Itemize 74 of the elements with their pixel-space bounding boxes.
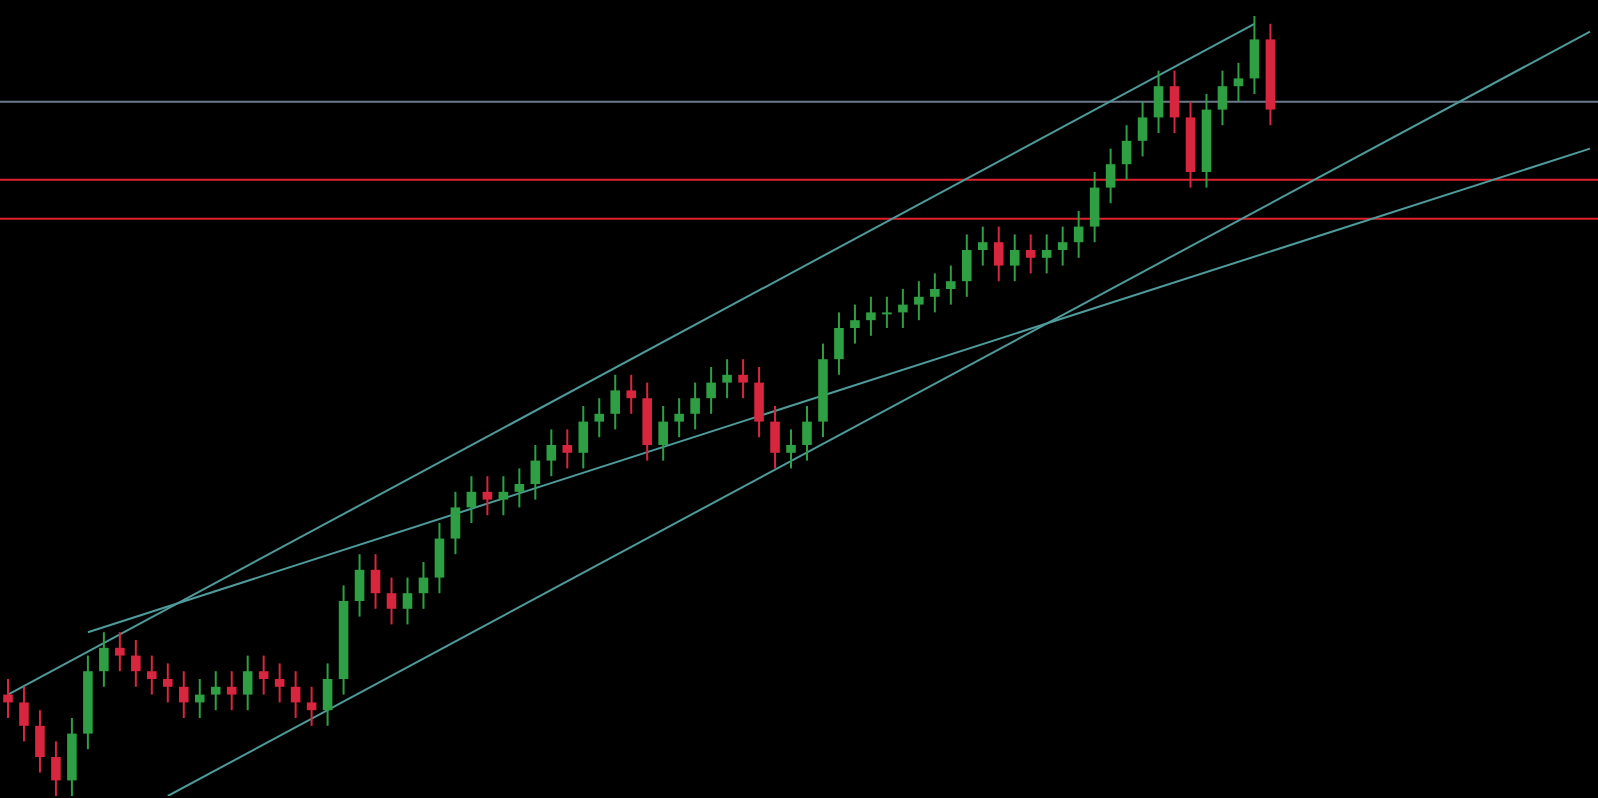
candlestick [1169, 69, 1180, 134]
candlestick [770, 405, 780, 470]
candlestick [386, 576, 397, 626]
candlestick [1217, 69, 1228, 127]
candlestick [850, 303, 860, 345]
candlestick [418, 561, 429, 610]
candlestick [1105, 147, 1116, 205]
candlestick [1057, 225, 1068, 267]
candlestick [674, 397, 684, 439]
candlestick [147, 654, 157, 696]
candlestick [754, 366, 764, 439]
candlestick [498, 475, 509, 517]
candlestick [578, 405, 589, 470]
candlestick [210, 670, 221, 712]
candlestick [1089, 171, 1100, 244]
candlestick [610, 373, 621, 431]
candlestick [450, 490, 461, 556]
candlestick [67, 717, 77, 797]
candlestick [226, 670, 237, 712]
candlestick [626, 373, 636, 415]
candlestick [962, 233, 972, 298]
candlestick [530, 444, 541, 501]
candlestick [3, 678, 13, 719]
candlestick [99, 631, 109, 688]
candlestick [1137, 100, 1148, 158]
candlestick [306, 685, 317, 727]
candlestick [946, 264, 956, 306]
candlestick [1041, 233, 1052, 275]
candlestick [898, 288, 908, 329]
candlestick [131, 639, 141, 688]
candlestick [178, 670, 189, 719]
candlestick [1025, 233, 1036, 275]
candlestick [290, 670, 301, 719]
candlestick [882, 295, 892, 329]
candlestick [35, 709, 45, 774]
candlestick [977, 225, 988, 267]
candlestick [993, 225, 1004, 283]
candlestick [354, 553, 365, 618]
candlestick [274, 662, 285, 704]
candlestick [1073, 210, 1084, 259]
candlestick [562, 428, 573, 470]
candlestick [1009, 233, 1020, 283]
candlestick [402, 576, 413, 626]
candlestick [1249, 15, 1260, 95]
candlestick [834, 311, 844, 376]
candlestick [434, 522, 445, 595]
candlestick [242, 654, 253, 712]
candlestick [866, 295, 876, 337]
candlestick [322, 662, 333, 727]
candlestick [1233, 61, 1244, 103]
candlestick [722, 358, 732, 400]
candlestick [1153, 69, 1164, 134]
candlestick [690, 381, 700, 431]
candlestick [930, 272, 940, 314]
candlestick [482, 475, 493, 517]
candlestick [642, 381, 652, 462]
candlestick [370, 553, 381, 610]
candlestick [115, 631, 125, 673]
candlestick [163, 662, 173, 704]
candlestick [466, 475, 477, 524]
candlestick [19, 685, 29, 743]
candlestick [594, 397, 605, 439]
candlestick [658, 405, 668, 462]
candlestick [738, 358, 748, 400]
candlestick [786, 428, 796, 470]
candlestick [51, 740, 61, 797]
candlestick [1121, 124, 1132, 181]
candlestick [706, 366, 716, 415]
candlestick [802, 405, 812, 462]
candlestick [194, 678, 205, 719]
candlestick [514, 467, 525, 509]
candlestick [258, 654, 269, 696]
candlestick [546, 428, 557, 478]
candlestick [914, 280, 924, 322]
